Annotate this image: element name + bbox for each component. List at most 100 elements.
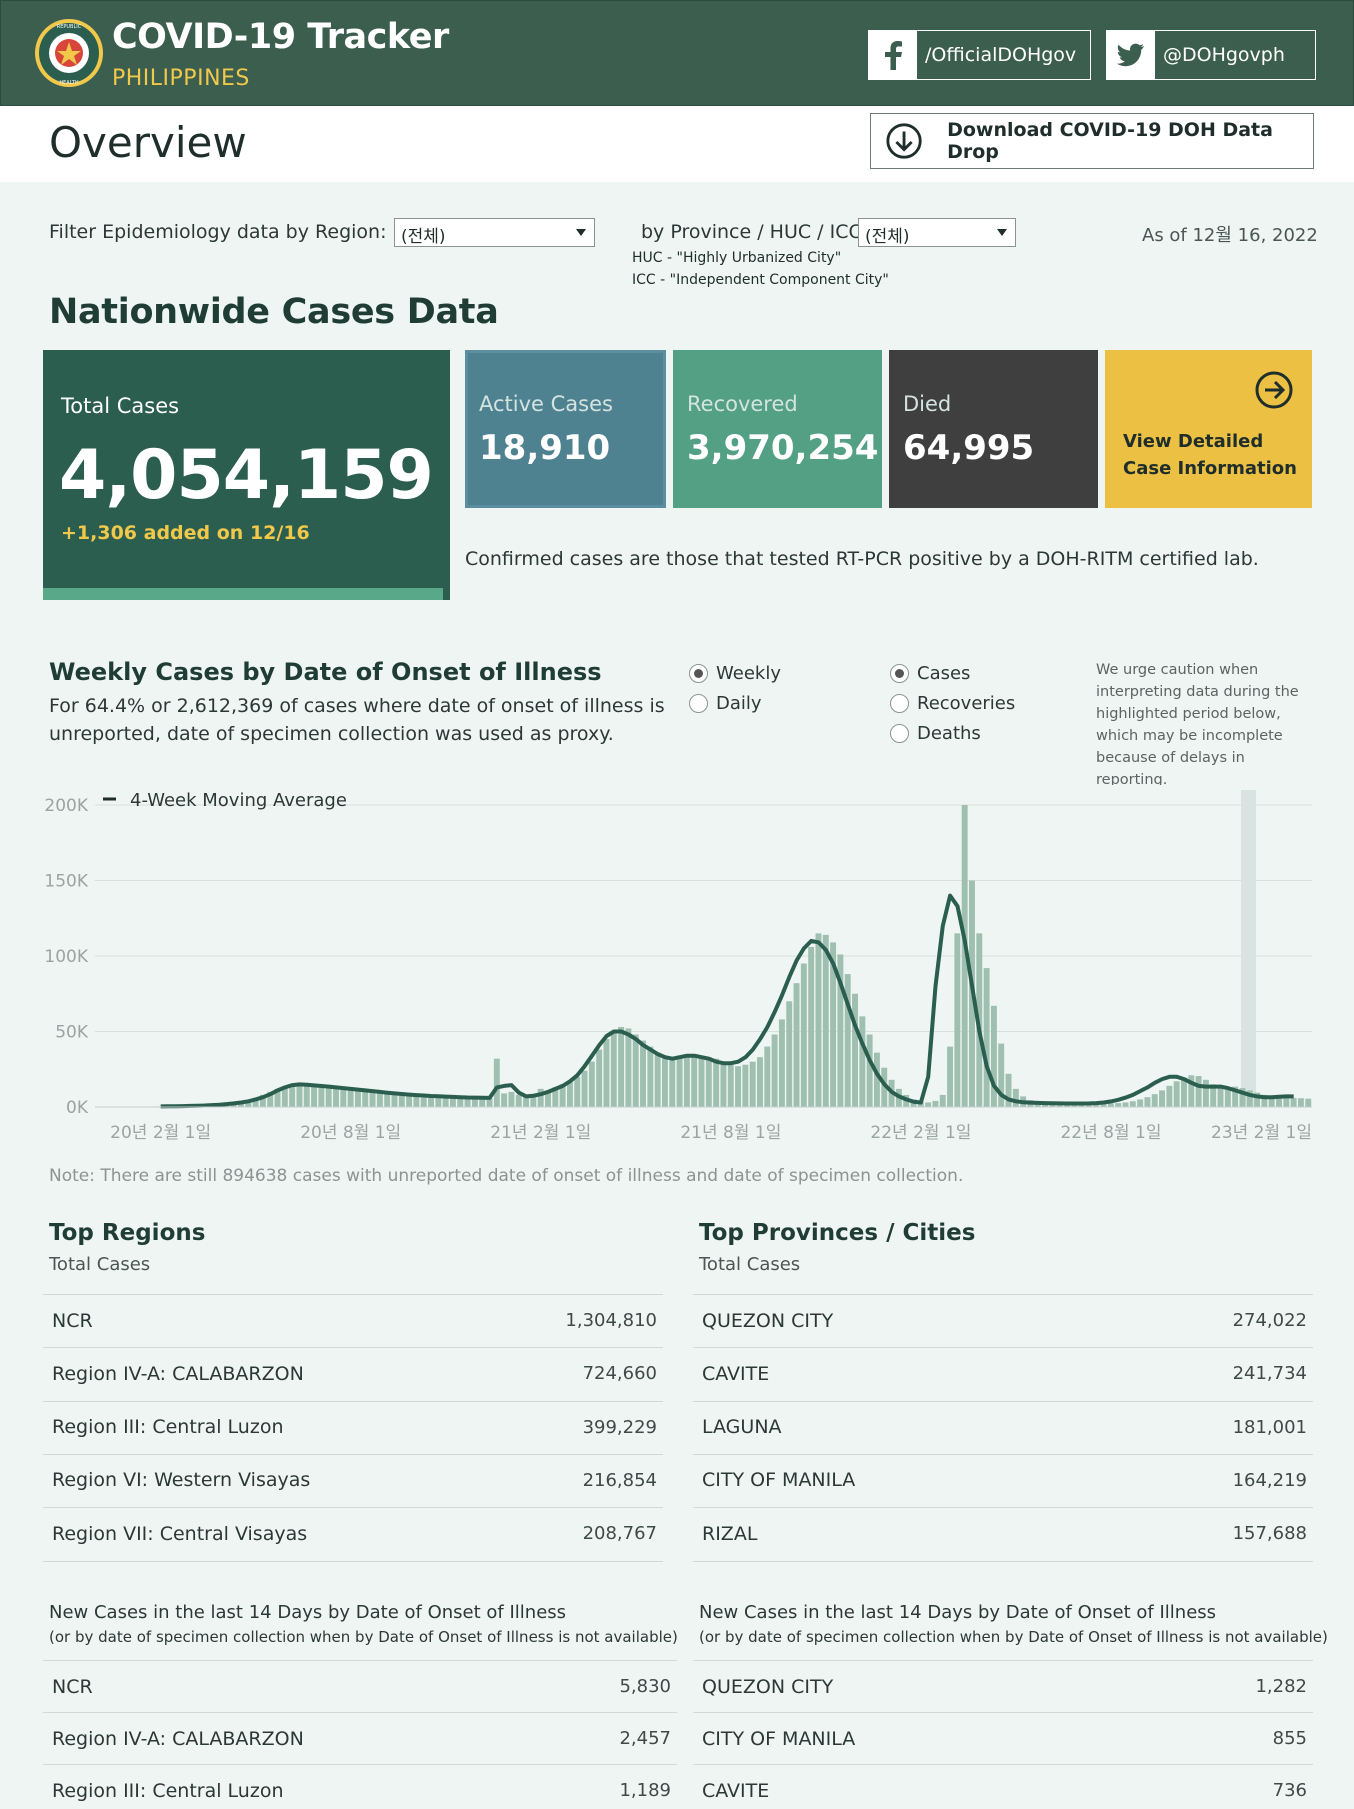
province-row-name: CITY OF MANILA [702, 1469, 856, 1492]
bar [983, 968, 990, 1107]
bar [1137, 1099, 1144, 1107]
province-select[interactable]: (전체) [858, 218, 1016, 247]
bar [1261, 1094, 1268, 1107]
total-cases-bar [43, 588, 443, 600]
app-subtitle: PHILIPPINES [112, 66, 250, 91]
bar [632, 1034, 639, 1107]
bar [661, 1057, 668, 1107]
radio-recoveries[interactable]: Recoveries [890, 693, 1015, 714]
province-new-row[interactable]: QUEZON CITY 1,282 [693, 1660, 1313, 1712]
radio-dot-weekly [689, 664, 708, 683]
radio-daily[interactable]: Daily [689, 693, 762, 714]
region-new-row-name: Region IV-A: CALABARZON [52, 1727, 304, 1750]
bar [1239, 1088, 1246, 1107]
bar [1290, 1097, 1297, 1107]
caution-note: We urge caution when interpreting data d… [1096, 662, 1299, 785]
bar [442, 1096, 449, 1107]
province-row[interactable]: CAVITE 241,734 [693, 1347, 1313, 1399]
region-row[interactable]: Region VII: Central Visayas 208,767 [43, 1507, 663, 1559]
bar [384, 1093, 391, 1107]
region-new-row[interactable]: NCR 5,830 [43, 1660, 677, 1712]
x-tick-label: 20년 2월 1일 [110, 1123, 211, 1143]
bar [471, 1097, 478, 1107]
x-tick-label: 20년 8월 1일 [300, 1123, 401, 1143]
y-tick-label: 150K [44, 872, 88, 892]
region-new-row[interactable]: Region III: Central Luzon 1,189 [43, 1764, 677, 1809]
bar [493, 1058, 500, 1107]
bar [1151, 1094, 1158, 1107]
bar [1005, 1073, 1012, 1107]
radio-deaths-label: Deaths [917, 723, 981, 744]
bar [800, 963, 807, 1107]
radio-cases[interactable]: Cases [890, 663, 970, 684]
bar [873, 1052, 880, 1107]
arrow-right-circle-icon [1255, 371, 1293, 409]
bar [691, 1054, 698, 1107]
region-new-row-value: 5,830 [619, 1676, 671, 1697]
region-select-value: (전체) [401, 227, 446, 247]
twitter-link[interactable]: @DOHgovph [1106, 30, 1316, 80]
bar [720, 1061, 727, 1107]
weekly-chart-title: Weekly Cases by Date of Onset of Illness [49, 658, 602, 686]
bar [1246, 1090, 1253, 1107]
recovered-label: Recovered [687, 392, 798, 416]
bar [501, 1093, 508, 1107]
bar [866, 1034, 873, 1107]
region-row[interactable]: Region VI: Western Visayas 216,854 [43, 1453, 663, 1506]
bar [318, 1086, 325, 1107]
region-row-name: Region VI: Western Visayas [52, 1469, 311, 1492]
view-detailed-case-button[interactable]: View Detailed Case Information [1105, 350, 1312, 508]
bar [259, 1094, 266, 1107]
bar [925, 1102, 932, 1107]
bar [1232, 1086, 1239, 1107]
bar [742, 1064, 749, 1107]
region-row[interactable]: NCR 1,304,810 [43, 1294, 663, 1346]
region-row-value: 724,660 [582, 1363, 657, 1385]
bar [1268, 1096, 1275, 1107]
region-new-row[interactable]: Region IV-A: CALABARZON 2,457 [43, 1712, 677, 1764]
bar [596, 1049, 603, 1107]
facebook-link[interactable]: /OfficialDOHgov [868, 30, 1091, 80]
added-cases: +1,306 added on 12/16 [61, 522, 310, 544]
bar [881, 1067, 888, 1107]
region-select[interactable]: (전체) [394, 218, 595, 247]
radio-deaths[interactable]: Deaths [890, 723, 981, 744]
region-row[interactable]: Region IV-A: CALABARZON 724,660 [43, 1347, 663, 1399]
x-tick-label: 21년 8월 1일 [680, 1123, 781, 1143]
legend-label: 4-Week Moving Average [130, 790, 347, 811]
view-detailed-line2: Case Information [1123, 458, 1297, 479]
bar [450, 1097, 456, 1107]
bar [1188, 1075, 1195, 1107]
province-new-row[interactable]: CAVITE 736 [693, 1764, 1313, 1809]
top-provinces-title: Top Provinces / Cities [699, 1220, 976, 1246]
download-data-drop-button[interactable]: Download COVID-19 DOH Data Drop [870, 113, 1314, 169]
bar [420, 1095, 427, 1107]
province-row[interactable]: RIZAL 157,688 [693, 1507, 1313, 1559]
x-tick-label: 23년 2월 1일 [1211, 1123, 1312, 1143]
region-new-row-value: 2,457 [619, 1728, 671, 1749]
province-row[interactable]: QUEZON CITY 274,022 [693, 1294, 1313, 1346]
region-row[interactable]: Region III: Central Luzon 399,229 [43, 1400, 663, 1453]
region-divider [43, 1560, 663, 1562]
bar [961, 805, 968, 1107]
province-row-value: 274,022 [1232, 1310, 1307, 1331]
radio-weekly[interactable]: Weekly [689, 663, 781, 684]
bar [545, 1090, 551, 1107]
bar [552, 1087, 559, 1107]
bar [640, 1040, 646, 1107]
bar [844, 974, 851, 1107]
bar [1254, 1092, 1261, 1107]
bar [340, 1088, 347, 1107]
province-new-row[interactable]: CITY OF MANILA 855 [693, 1712, 1313, 1764]
bar [603, 1039, 610, 1107]
province-row[interactable]: LAGUNA 181,001 [693, 1400, 1313, 1453]
provinces-new-cases-sub: (or by date of specimen collection when … [699, 1628, 1328, 1646]
twitter-handle: @DOHgovph [1163, 44, 1285, 66]
svg-text:HEALTH: HEALTH [59, 80, 78, 86]
province-row[interactable]: CITY OF MANILA 164,219 [693, 1453, 1313, 1506]
weekly-chart-desc: For 64.4% or 2,612,369 of cases where da… [49, 695, 665, 745]
province-new-row-value: 736 [1272, 1780, 1307, 1801]
bar [435, 1096, 442, 1107]
bar [354, 1090, 361, 1107]
view-detailed-label: View Detailed Case Information [1123, 428, 1297, 482]
